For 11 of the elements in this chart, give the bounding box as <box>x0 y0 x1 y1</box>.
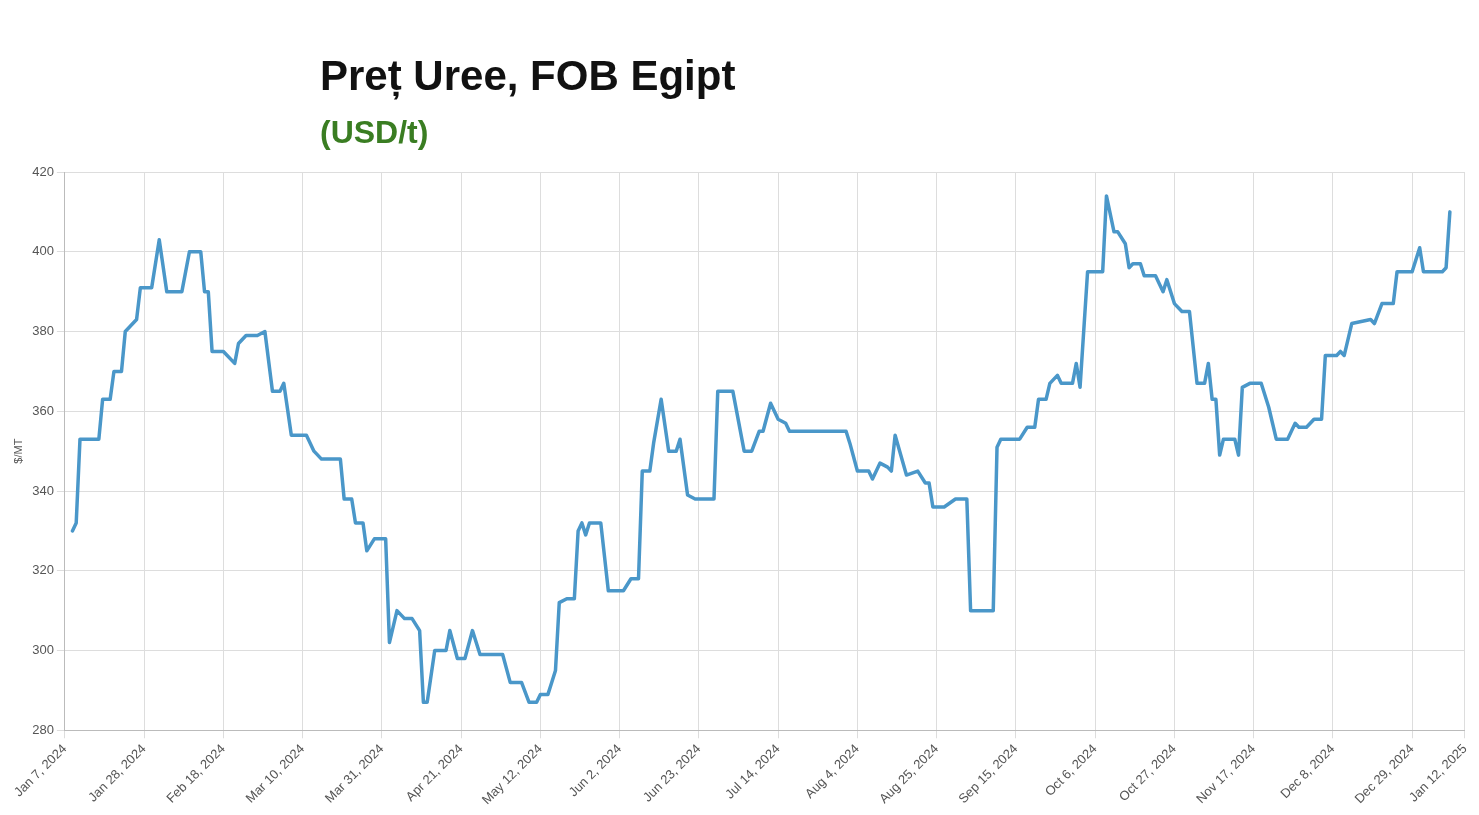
y-tick-label: 360 <box>32 402 54 418</box>
y-tick-label: 340 <box>32 482 54 498</box>
y-tick-label: 320 <box>32 562 54 578</box>
y-tick-label: 420 <box>32 163 54 179</box>
y-tick-label: 300 <box>32 642 54 658</box>
y-tick-label: 280 <box>32 721 54 737</box>
y-axis-title: $/MT <box>11 438 24 464</box>
chart-title: Preț Uree, FOB Egipt <box>320 52 736 100</box>
y-tick-label: 380 <box>32 323 54 339</box>
y-tick-label: 400 <box>32 243 54 259</box>
chart-subtitle: (USD/t) <box>320 114 429 151</box>
